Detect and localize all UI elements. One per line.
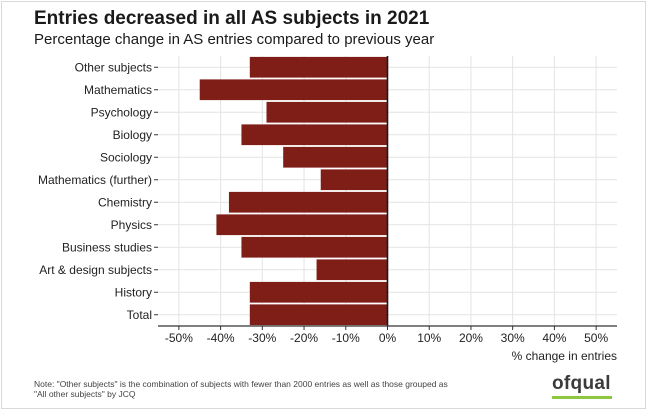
x-tick-label: 10%	[417, 331, 441, 345]
bar	[266, 101, 388, 123]
x-tick-label: -10%	[332, 331, 360, 345]
y-tick-label: Biology	[113, 128, 152, 142]
bar	[249, 304, 388, 326]
y-tick-label: Physics	[111, 218, 152, 232]
bar	[216, 214, 388, 236]
bar	[241, 124, 388, 146]
bar-chart: Other subjects Mathematics Psychology Biolo…	[38, 56, 617, 363]
bar	[316, 259, 388, 281]
footnote-line-1: Note: "Other subjects" is the combinatio…	[34, 379, 448, 389]
chart-title: Entries decreased in all AS subjects in …	[34, 8, 430, 29]
y-tick-label: Business studies	[62, 240, 152, 254]
x-tick-label: 40%	[542, 331, 566, 345]
x-tick-label: -30%	[248, 331, 276, 345]
bar	[283, 146, 388, 168]
y-tick-label: Total	[127, 308, 152, 322]
x-tick-label: -50%	[165, 331, 193, 345]
y-tick-label: History	[115, 285, 152, 299]
chart-subtitle: Percentage change in AS entries compared…	[34, 31, 435, 48]
x-tick-label: 0%	[379, 331, 397, 345]
y-tick-label: Other subjects	[75, 60, 152, 74]
footnote: Note: "Other subjects" is the combinatio…	[34, 379, 504, 399]
bar	[249, 56, 388, 78]
ofqual-logo: ofqual	[552, 373, 611, 394]
y-tick-label: Chemistry	[98, 195, 152, 209]
ofqual-logo-accent	[552, 396, 612, 399]
y-tick-label: Psychology	[91, 105, 152, 119]
bar	[241, 236, 388, 258]
x-axis-title: % change in entries	[512, 349, 617, 363]
y-tick-label: Art & design subjects	[39, 263, 152, 277]
x-tick-label: 30%	[501, 331, 525, 345]
x-tick-label: -20%	[290, 331, 318, 345]
bar	[320, 169, 388, 191]
bar	[249, 281, 388, 303]
x-tick-label: 50%	[584, 331, 608, 345]
bar	[228, 191, 388, 213]
x-tick-label: -40%	[207, 331, 235, 345]
bar	[199, 79, 388, 101]
x-tick-label: 20%	[459, 331, 483, 345]
y-tick-label: Sociology	[100, 150, 152, 164]
y-tick-label: Mathematics (further)	[38, 173, 152, 187]
footnote-line-2: "All other subjects" by JCQ	[34, 389, 136, 399]
y-tick-label: Mathematics	[84, 83, 152, 97]
